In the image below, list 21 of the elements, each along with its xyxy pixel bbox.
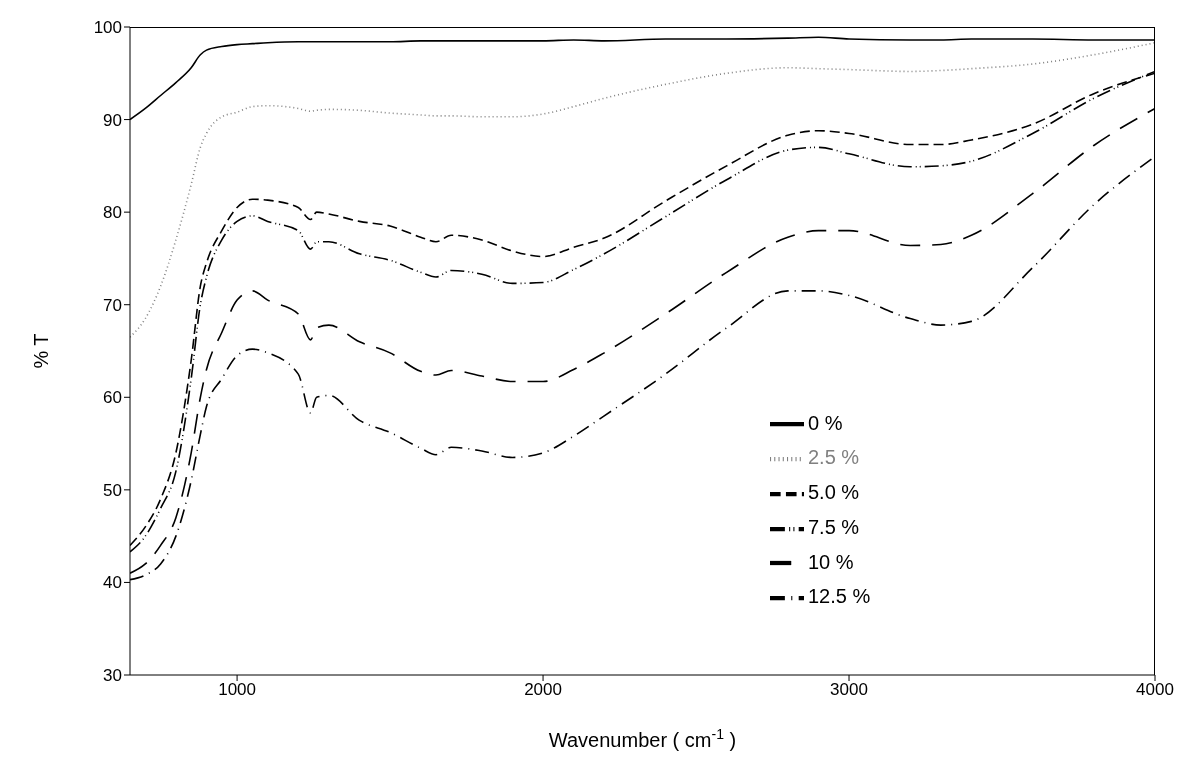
legend-label: 7.5 %: [808, 515, 860, 538]
y-tick-label: 90: [103, 110, 122, 130]
x-tick-label: 1000: [218, 680, 256, 700]
y-tick-label: 80: [103, 203, 122, 223]
y-tick-label: 40: [103, 573, 122, 593]
x-axis-title: Wavenumber ( cm$^{-1}$ ): [548, 726, 737, 751]
legend-label: 10 %: [808, 550, 854, 573]
legend-label: 5.0 %: [808, 481, 860, 504]
y-tick-label: 70: [103, 295, 122, 315]
legend-label: 0 %: [808, 411, 843, 434]
y-tick-label: 50: [103, 480, 122, 500]
line-series: [130, 41, 1155, 338]
x-tick-label: 3000: [830, 680, 868, 700]
legend-label: 2.5 %: [808, 446, 860, 469]
legend-label: 12.5 %: [808, 585, 871, 608]
y-tick-label: 30: [103, 666, 122, 686]
x-tick-label: 2000: [524, 680, 562, 700]
y-tick-label: 100: [93, 18, 122, 38]
x-tick-label: 4000: [1136, 680, 1174, 700]
y-axis-title: % T: [30, 333, 52, 369]
y-tick-label: 60: [103, 388, 122, 408]
